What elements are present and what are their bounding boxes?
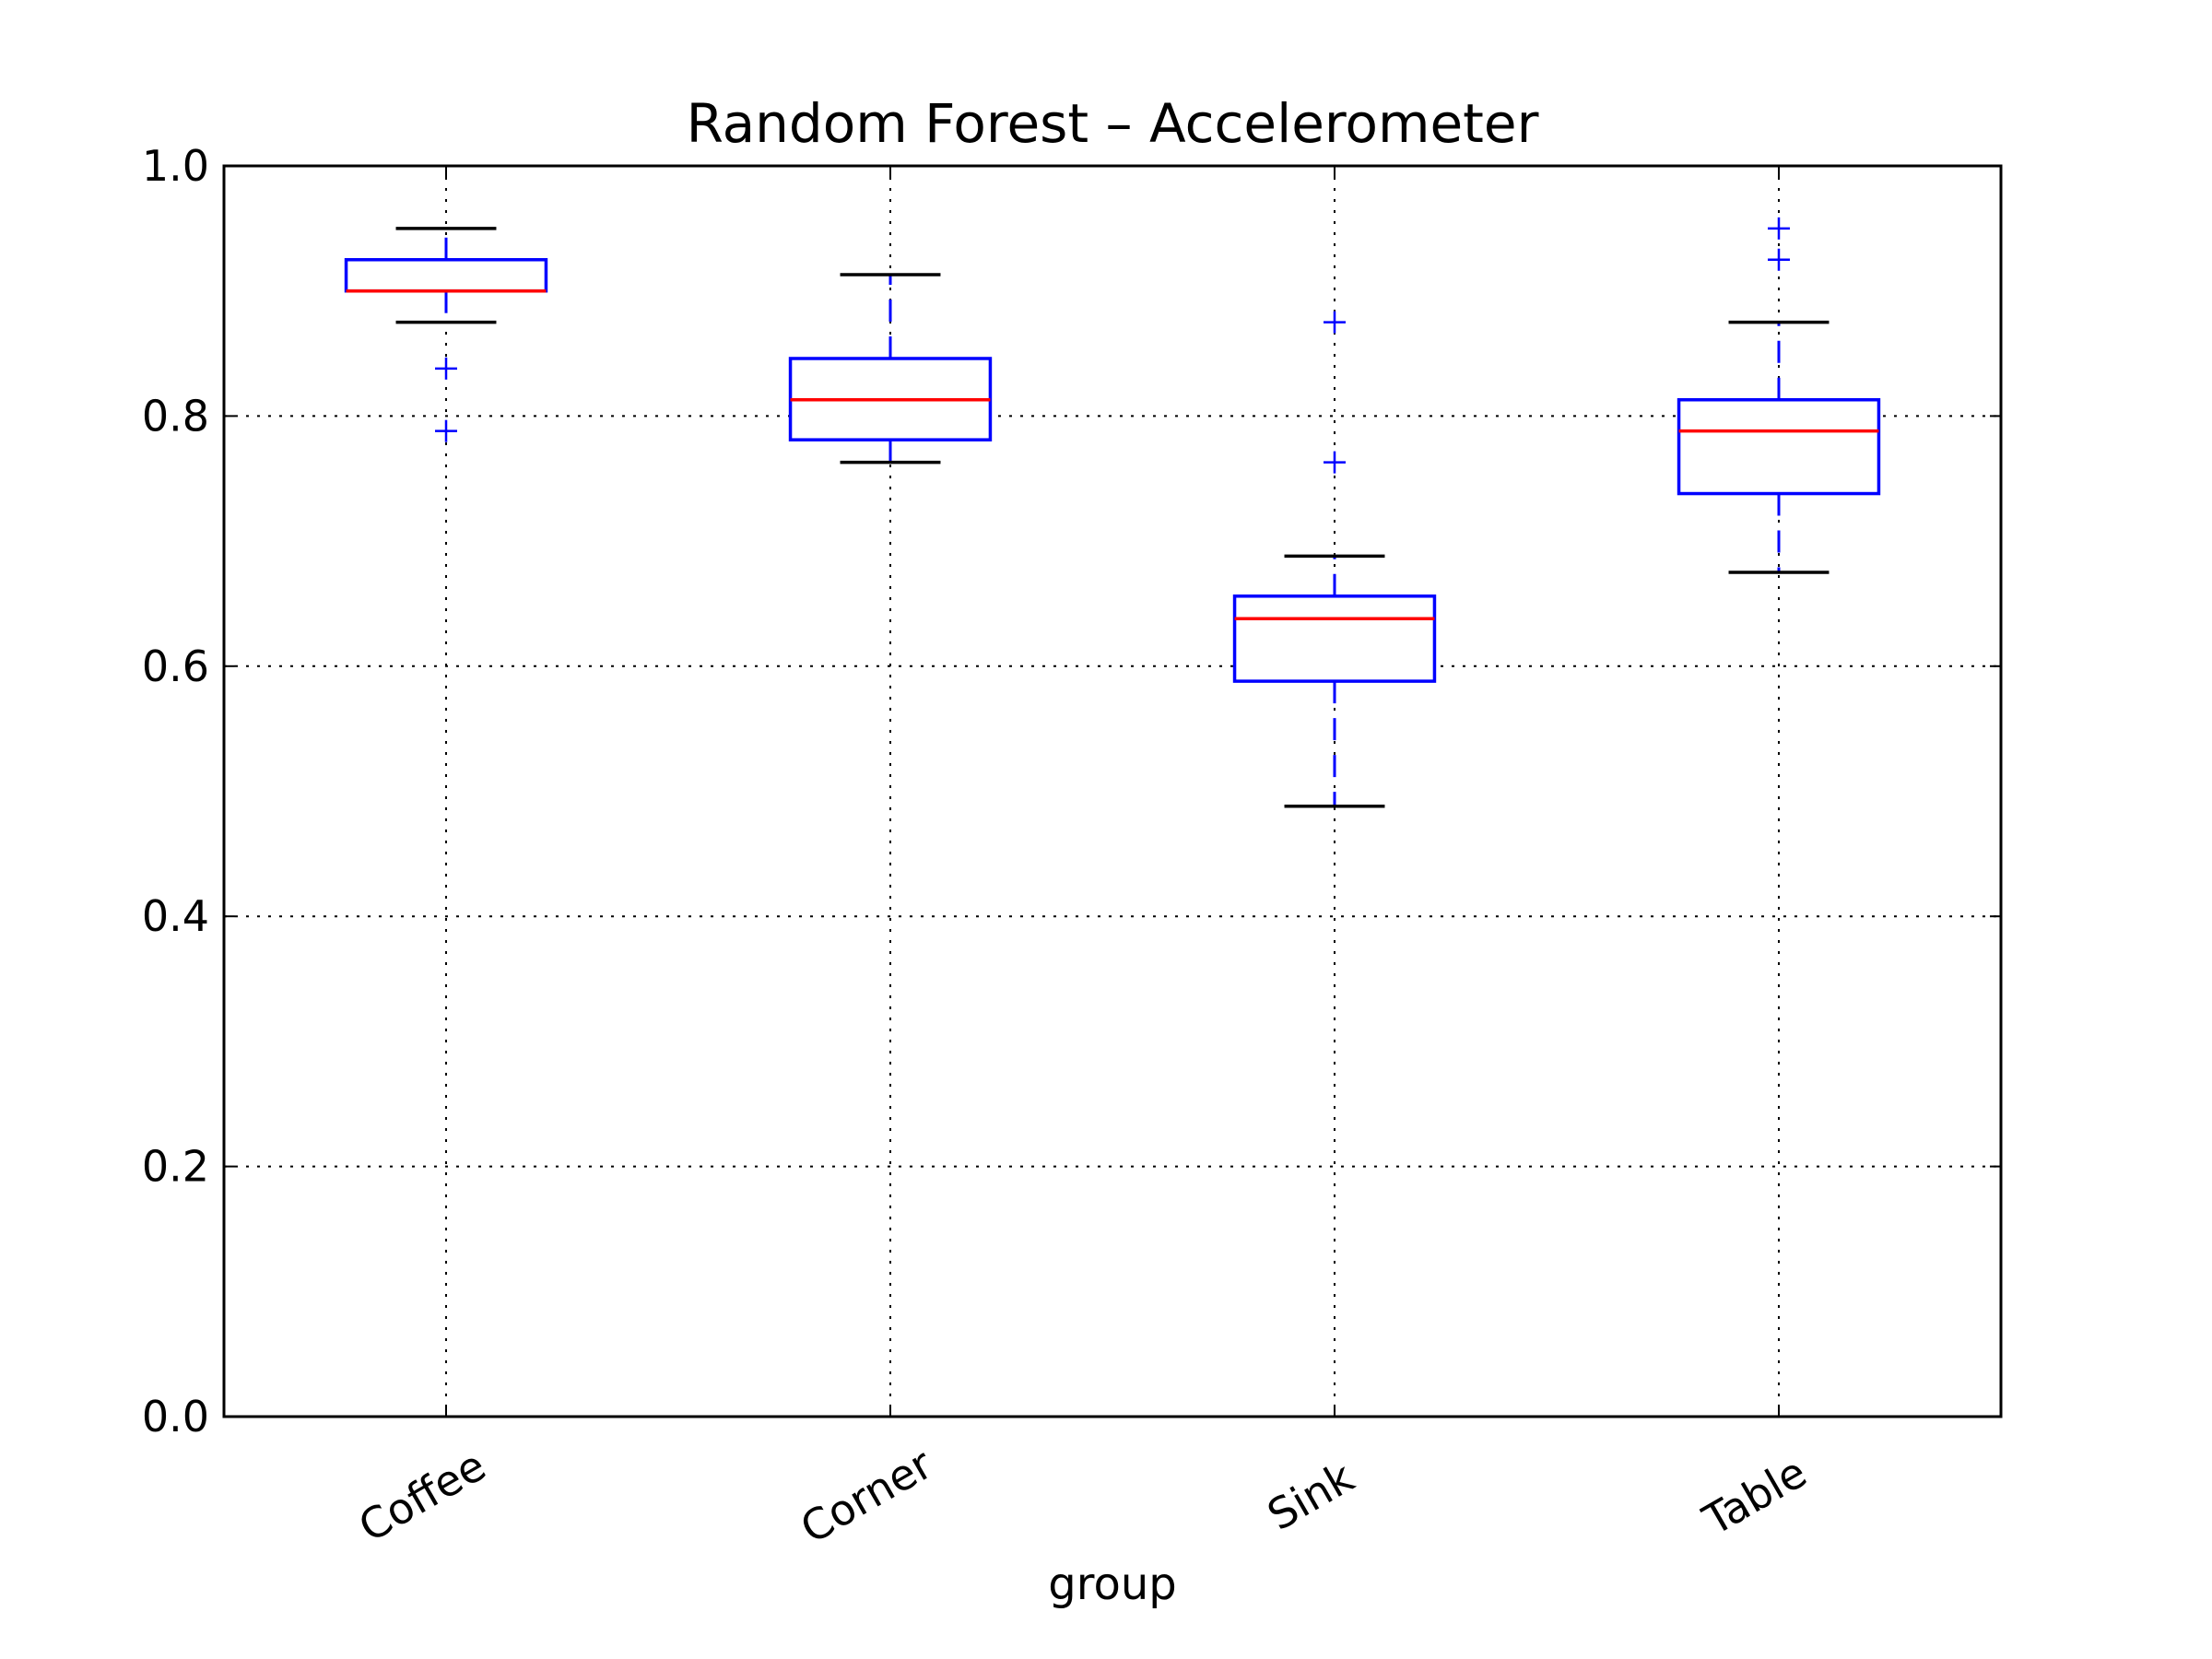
grid-lines <box>224 166 2001 1417</box>
y-tick-label: 0.0 <box>142 1392 209 1441</box>
chart-title: Random Forest – Accelerometer <box>687 92 1539 155</box>
plot-frame <box>222 164 2003 1418</box>
y-tick-label: 0.2 <box>142 1142 209 1192</box>
outlier-marker <box>1768 217 1790 240</box>
y-tick-label: 1.0 <box>142 141 209 191</box>
boxes <box>344 217 1881 808</box>
y-tick-label: 0.4 <box>142 891 209 941</box>
box-corner <box>788 273 993 465</box>
box-table <box>1677 217 1881 574</box>
outlier-marker <box>1324 451 1346 474</box>
x-tick-label: Sink <box>1259 1452 1362 1540</box>
x-tick-label: Corner <box>792 1439 940 1553</box>
box-coffee <box>344 227 548 442</box>
x-tick-label: Table <box>1694 1447 1815 1546</box>
outlier-marker <box>435 419 457 442</box>
outlier-marker <box>1324 311 1346 334</box>
x-tick-label: Coffee <box>350 1441 494 1552</box>
y-tick-label: 0.8 <box>142 391 209 441</box>
y-tick-label: 0.6 <box>142 641 209 691</box>
axis-ticks: 0.0 0.2 0.4 0.6 0.8 1.0 Coffee Corner Sink Table <box>142 141 2001 1553</box>
iqr-box <box>1232 594 1437 683</box>
iqr-box <box>1677 398 1881 496</box>
iqr-box <box>344 258 548 293</box>
outlier-marker <box>435 357 457 380</box>
box-sink <box>1232 311 1437 808</box>
outlier-marker <box>1768 248 1790 271</box>
x-axis-label: group <box>1048 1559 1176 1610</box>
